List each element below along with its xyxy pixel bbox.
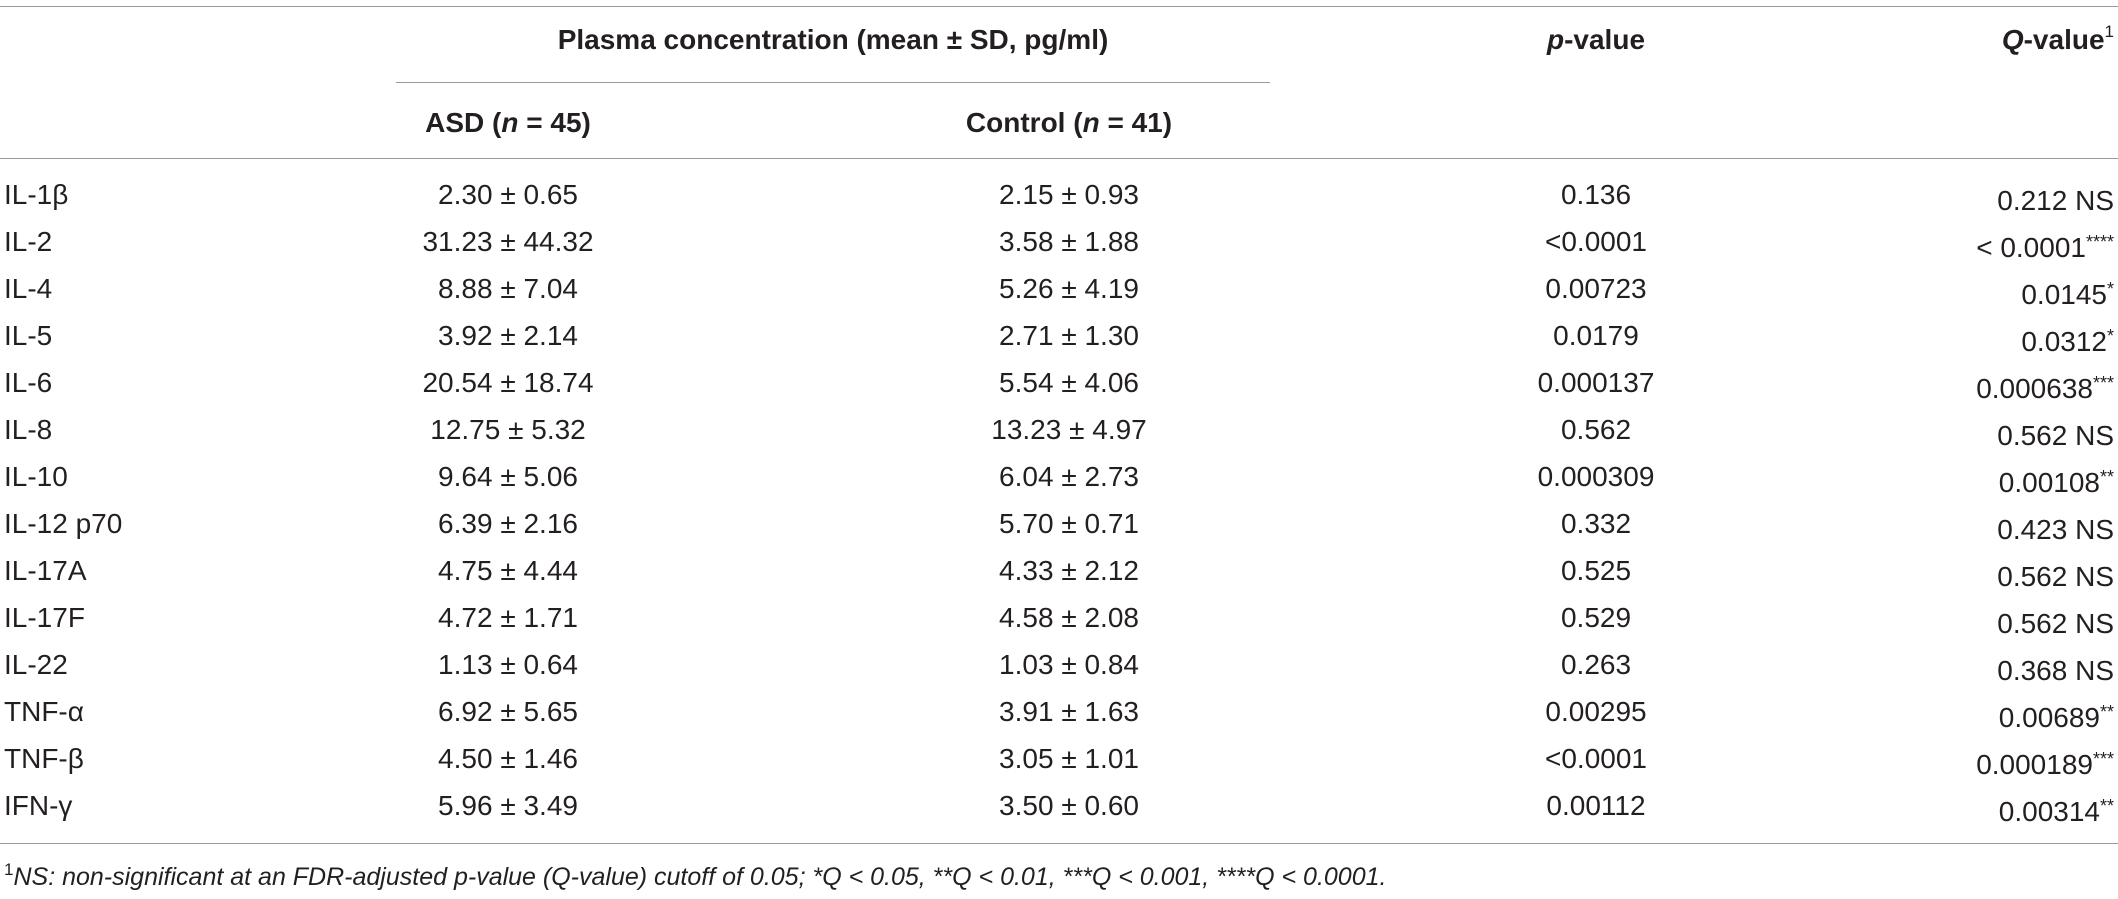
asd-value-cell: 5.96 ± 3.49 xyxy=(438,790,578,821)
significance-stars: ** xyxy=(2099,702,2114,722)
control-value-cell: 4.58 ± 2.08 xyxy=(999,602,1139,633)
q-value-cell: 0.00314** xyxy=(1998,796,2114,827)
p-value-cell: 0.263 xyxy=(1560,649,1632,680)
control-value-cell: 13.23 ± 4.97 xyxy=(991,414,1147,445)
control-value-cell: 2.15 ± 0.93 xyxy=(999,179,1139,210)
asd-value-cell: 4.75 ± 4.44 xyxy=(438,555,578,586)
cytokine-cell: TNF-α xyxy=(4,696,84,727)
p-value-cell: 0.332 xyxy=(1560,508,1632,539)
q-value-cell: 0.212 NS xyxy=(1997,185,2114,216)
p-value-cell: 0.00295 xyxy=(1545,696,1647,727)
asd-value-cell: 6.92 ± 5.65 xyxy=(438,696,578,727)
p-value-cell: 0.529 xyxy=(1560,602,1632,633)
cytokine-cell: IL-17F xyxy=(4,602,85,633)
q-value-cell: 0.562 NS xyxy=(1997,561,2114,592)
q-value-footnote-marker: 1 xyxy=(2104,22,2114,41)
q-value-cell: 0.000189*** xyxy=(1976,749,2114,780)
p-value-cell: 0.562 xyxy=(1560,414,1632,445)
significance-stars: * xyxy=(2106,279,2114,299)
control-value-cell: 5.70 ± 0.71 xyxy=(999,508,1139,539)
column-header-asd: ASD (n = 45) xyxy=(425,107,591,138)
group-header-rule xyxy=(396,82,1270,83)
significance-stars: ** xyxy=(2099,467,2114,487)
cytokine-cell: IL-6 xyxy=(4,367,53,398)
control-value-cell: 3.58 ± 1.88 xyxy=(999,226,1139,257)
significance-stars: *** xyxy=(2092,749,2114,769)
p-value-cell: 0.00112 xyxy=(1546,790,1646,821)
footnote-text: NS: non-significant at an FDR-adjusted p… xyxy=(13,863,1387,891)
asd-value-cell: 20.54 ± 18.74 xyxy=(422,367,594,398)
column-header-control: Control (n = 41) xyxy=(965,107,1173,138)
p-value-cell: 0.000309 xyxy=(1537,461,1655,492)
asd-value-cell: 8.88 ± 7.04 xyxy=(438,273,578,304)
group-header-plasma-concentration: Plasma concentration (mean ± SD, pg/ml) xyxy=(557,24,1109,55)
asd-value-cell: 12.75 ± 5.32 xyxy=(430,414,586,445)
p-value-cell: <0.0001 xyxy=(1545,226,1647,257)
q-value-cell: 0.423 NS xyxy=(1997,514,2114,545)
top-rule xyxy=(0,6,2118,7)
asd-value-cell: 3.92 ± 2.14 xyxy=(438,320,578,351)
q-value-cell: 0.368 NS xyxy=(1997,655,2114,686)
control-value-cell: 1.03 ± 0.84 xyxy=(999,649,1139,680)
control-value-cell: 3.05 ± 1.01 xyxy=(999,743,1139,774)
cytokine-cell: IL-4 xyxy=(4,273,53,304)
cytokine-cell: TNF-β xyxy=(4,743,84,774)
significance-stars: ** xyxy=(2099,796,2114,816)
control-value-cell: 3.50 ± 0.60 xyxy=(999,790,1139,821)
cytokine-cell: IL-5 xyxy=(4,320,53,351)
control-value-cell: 5.54 ± 4.06 xyxy=(999,367,1139,398)
cytokine-cell: IL-17A xyxy=(4,555,87,586)
table-bottom-rule xyxy=(0,843,2118,844)
cytokine-cell: IL-22 xyxy=(4,649,68,680)
q-value-cell: 0.562 NS xyxy=(1997,608,2114,639)
control-value-cell: 6.04 ± 2.73 xyxy=(999,461,1139,492)
q-value-cell: 0.00689** xyxy=(1998,702,2114,733)
cytokine-cell: IL-12 p70 xyxy=(4,508,123,539)
p-value-cell: 0.136 xyxy=(1560,179,1632,210)
asd-value-cell: 1.13 ± 0.64 xyxy=(438,649,578,680)
asd-value-cell: 31.23 ± 44.32 xyxy=(422,226,594,257)
column-header-p-value: p-value xyxy=(1546,24,1646,55)
cytokine-cell: IL-1β xyxy=(4,179,69,210)
cytokine-cell: IFN-γ xyxy=(4,790,73,821)
p-value-cell: 0.000137 xyxy=(1537,367,1655,398)
q-value-cell: < 0.0001**** xyxy=(1976,232,2114,263)
p-value-cell: <0.0001 xyxy=(1545,743,1647,774)
table-footnote: 1NS: non-significant at an FDR-adjusted … xyxy=(4,860,1387,892)
asd-value-cell: 2.30 ± 0.65 xyxy=(438,179,578,210)
q-value-cell: 0.0145* xyxy=(2021,279,2114,310)
control-value-cell: 2.71 ± 1.30 xyxy=(999,320,1139,351)
q-value-cell: 0.000638*** xyxy=(1976,373,2114,404)
significance-stars: * xyxy=(2106,326,2114,346)
q-value-cell: 0.00108** xyxy=(1998,467,2114,498)
asd-value-cell: 4.50 ± 1.46 xyxy=(438,743,578,774)
asd-value-cell: 6.39 ± 2.16 xyxy=(438,508,578,539)
control-value-cell: 3.91 ± 1.63 xyxy=(999,696,1139,727)
p-value-cell: 0.525 xyxy=(1560,555,1632,586)
q-value-cell: 0.562 NS xyxy=(1997,420,2114,451)
q-value-cell: 0.0312* xyxy=(2021,326,2114,357)
significance-stars: *** xyxy=(2092,373,2114,393)
significance-stars: **** xyxy=(2085,232,2114,252)
asd-value-cell: 9.64 ± 5.06 xyxy=(438,461,578,492)
p-value-cell: 0.0179 xyxy=(1553,320,1639,351)
p-value-cell: 0.00723 xyxy=(1545,273,1647,304)
asd-value-cell: 4.72 ± 1.71 xyxy=(438,602,578,633)
column-header-q-value: Q-value1 xyxy=(2001,22,2114,55)
cytokine-cell: IL-8 xyxy=(4,414,53,445)
control-value-cell: 4.33 ± 2.12 xyxy=(999,555,1139,586)
control-value-cell: 5.26 ± 4.19 xyxy=(999,273,1139,304)
footnote-marker: 1 xyxy=(4,860,14,879)
header-bottom-rule xyxy=(0,158,2118,159)
cytokine-cell: IL-2 xyxy=(4,226,53,257)
cytokine-cell: IL-10 xyxy=(4,461,68,492)
